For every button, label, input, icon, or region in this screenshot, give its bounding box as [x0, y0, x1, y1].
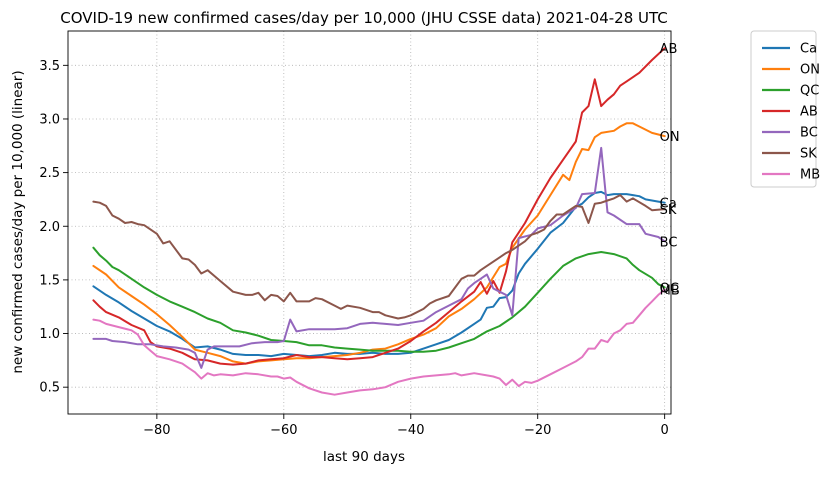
legend-label-mb: MB: [800, 168, 820, 183]
series-line-sk: [92, 194, 666, 320]
end-label-qc: QC: [660, 281, 679, 296]
plot-frame: [67, 30, 672, 415]
series-line-on: [92, 122, 666, 365]
end-label-ca: Ca: [660, 197, 677, 212]
legend-label-qc: QC: [800, 84, 819, 99]
axis-ticks: −80 −60 −40 −20 0 0.5 1.0 1.5 2.0 2.5 3.0 3.5: [39, 59, 668, 438]
end-label-mb: MB: [660, 284, 680, 299]
grid-lines: [68, 31, 671, 414]
x-tick-label: −20: [524, 423, 551, 438]
legend-label-on: ON: [800, 63, 820, 78]
y-tick-label: 1.5: [39, 273, 60, 288]
series-line-ca: [92, 190, 666, 358]
x-tick-label: −40: [397, 423, 424, 438]
series-line-ab: [92, 47, 666, 366]
legend: Ca ON QC AB BC SK MB: [750, 30, 820, 188]
legend-label-ca: Ca: [800, 42, 817, 57]
end-label-sk: SK: [660, 203, 677, 218]
end-label-ab: AB: [660, 42, 678, 57]
series-line-mb: [92, 288, 666, 396]
line-end-labels: Ca ON QC AB BC SK MB: [660, 42, 680, 298]
y-tick-label: 3.0: [39, 112, 60, 127]
series-line-qc: [92, 246, 666, 353]
y-tick-label: 3.5: [39, 59, 60, 74]
end-label-bc: BC: [660, 235, 678, 250]
y-tick-label: 2.0: [39, 220, 60, 235]
x-tick-label: −80: [143, 423, 170, 438]
chart-title: COVID-19 new confirmed cases/day per 10,…: [60, 9, 668, 27]
series-line-bc: [92, 146, 666, 369]
y-tick-label: 0.5: [39, 381, 60, 396]
x-tick-label: 0: [661, 423, 669, 438]
x-axis-label: last 90 days: [323, 449, 405, 465]
y-tick-label: 2.5: [39, 166, 60, 181]
y-axis-label: new confirmed cases/day per 10,000 (line…: [10, 70, 26, 373]
legend-label-bc: BC: [800, 126, 818, 141]
x-tick-label: −60: [270, 423, 297, 438]
legend-label-ab: AB: [800, 105, 818, 120]
y-tick-label: 1.0: [39, 327, 60, 342]
legend-label-sk: SK: [800, 147, 817, 162]
series-lines: [92, 47, 666, 396]
end-label-on: ON: [660, 130, 680, 145]
